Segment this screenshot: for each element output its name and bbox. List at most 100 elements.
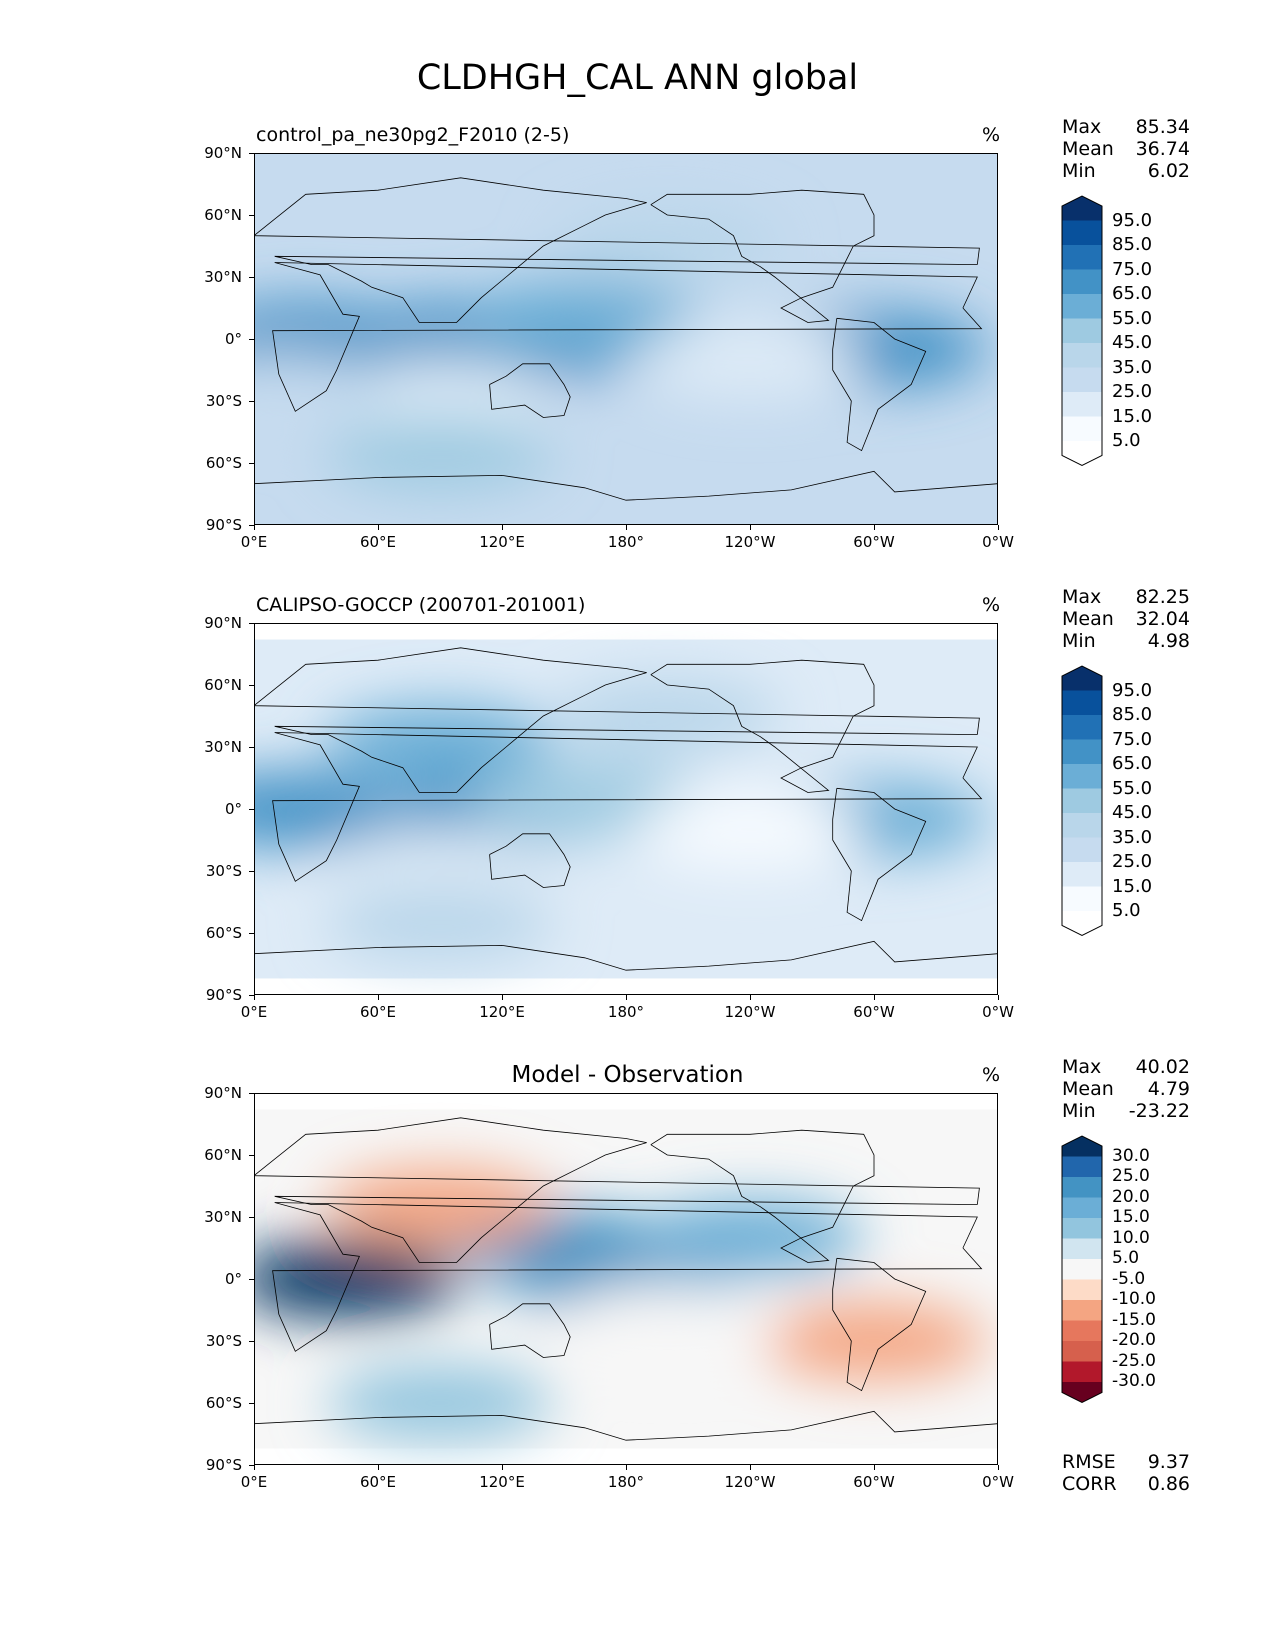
panel-title: control_pa_ne30pg2_F2010 (2-5) — [256, 124, 570, 146]
colorbar-segment — [1062, 1341, 1102, 1362]
colorbar-segment — [1062, 245, 1102, 270]
colorbar-label: 15.0 — [1112, 405, 1153, 427]
stat-max-value: 82.25 — [1135, 586, 1190, 608]
no-data-north — [254, 1093, 998, 1110]
europe-asia-outline — [254, 177, 980, 323]
north-america-outline — [650, 189, 875, 323]
x-tick-label: 180° — [607, 533, 645, 551]
figure-title: CLDHGH_CAL ANN global — [416, 58, 859, 98]
colorbar-segment — [1062, 392, 1102, 417]
australia-outline — [489, 363, 571, 418]
y-tick — [249, 401, 254, 402]
colorbar — [1060, 195, 1104, 467]
stat-max-value: 85.34 — [1135, 116, 1190, 138]
y-tick — [249, 747, 254, 748]
colorbar-label: -30.0 — [1112, 1371, 1156, 1391]
x-tick-label: 120°E — [479, 533, 525, 551]
y-tick — [249, 1155, 254, 1156]
africa-outline — [272, 262, 983, 412]
australia-outline — [489, 1303, 571, 1358]
field-region — [326, 828, 554, 905]
colorbar-label: 25.0 — [1112, 381, 1153, 402]
y-tick — [249, 1217, 254, 1218]
colorbar-label: 20.0 — [1112, 1186, 1150, 1207]
metric-corr: CORR 0.86 — [1062, 1473, 1190, 1495]
colorbar-segment — [1062, 318, 1102, 343]
colorbar-label: 25.0 — [1112, 851, 1153, 872]
colorbar-label: 35.0 — [1112, 826, 1153, 848]
x-tick-label: 120°E — [479, 1003, 525, 1021]
x-tick-label: 0°W — [982, 533, 1014, 551]
map-plot — [254, 623, 998, 995]
map-svg — [254, 623, 998, 995]
stat-mean: Mean 4.79 — [1062, 1078, 1190, 1100]
colorbar-label: 85.0 — [1112, 234, 1153, 255]
y-tick — [249, 685, 254, 686]
colorbar-label: -10.0 — [1112, 1289, 1156, 1309]
colorbar-label: 35.0 — [1112, 356, 1153, 378]
colorbar-segment — [1062, 1361, 1102, 1382]
x-tick-label: 120°E — [479, 1473, 525, 1491]
colorbar-label: 95.0 — [1112, 679, 1153, 701]
field-region — [326, 1365, 554, 1441]
stat-max: Max 40.02 — [1062, 1056, 1190, 1078]
colorbar-segment — [1062, 788, 1102, 813]
colorbar — [1060, 1135, 1104, 1404]
stat-max: Max 82.25 — [1062, 586, 1190, 608]
colorbar-segment — [1062, 1218, 1102, 1239]
x-tick — [626, 995, 627, 1000]
y-tick-label: 30°N — [204, 1208, 242, 1226]
x-tick — [626, 1465, 627, 1470]
x-tick-label: 180° — [607, 1003, 645, 1021]
y-tick-label: 90°S — [205, 986, 242, 1004]
field-region — [636, 1199, 864, 1276]
x-tick — [502, 525, 503, 530]
stat-mean-label: Mean — [1062, 1078, 1114, 1100]
y-tick-label: 60°N — [204, 206, 242, 224]
x-tick-label: 60°E — [359, 1473, 397, 1491]
map-plot — [254, 1093, 998, 1465]
field-region — [760, 1303, 988, 1379]
colorbar-outline — [1061, 665, 1103, 937]
y-tick-label: 60°S — [205, 454, 242, 472]
colorbar-segment — [1062, 1279, 1102, 1300]
colorbar-segment — [1062, 1177, 1102, 1198]
field-region — [553, 208, 781, 284]
y-tick — [249, 809, 254, 810]
stat-max-value: 40.02 — [1135, 1056, 1190, 1078]
colorbar-label: -20.0 — [1112, 1330, 1156, 1350]
x-tick — [998, 995, 999, 1000]
y-tick — [249, 933, 254, 934]
x-tick-label: 60°E — [359, 533, 397, 551]
x-tick — [254, 525, 255, 530]
stat-min-value: 6.02 — [1147, 160, 1190, 182]
stat-min: Min 6.02 — [1062, 160, 1190, 182]
colorbar-label: 95.0 — [1112, 209, 1153, 231]
colorbar-segment — [1062, 911, 1102, 936]
x-tick-label: 60°W — [853, 533, 895, 551]
x-tick-label: 0°W — [982, 1473, 1014, 1491]
x-tick-label: 120°W — [724, 533, 776, 551]
field-region — [636, 791, 864, 868]
field-region — [254, 352, 389, 429]
y-tick-label: 30°S — [205, 1332, 242, 1350]
y-tick — [249, 1093, 254, 1094]
antarctica-outline — [254, 1410, 998, 1441]
colorbar-segment — [1062, 1197, 1102, 1218]
x-tick — [874, 525, 875, 530]
colorbar-segment — [1062, 1238, 1102, 1259]
colorbar-outline — [1061, 1135, 1103, 1404]
map-plot — [254, 153, 998, 525]
map-svg — [254, 153, 998, 525]
stat-mean-label: Mean — [1062, 608, 1114, 630]
x-tick-label: 0°E — [240, 1473, 268, 1491]
y-tick — [249, 1403, 254, 1404]
stats-block: Max 85.34 Mean 36.74 Min 6.02 — [1062, 116, 1190, 182]
north-america-outline — [650, 659, 875, 793]
colorbar-label: 85.0 — [1112, 704, 1153, 725]
colorbar-label: 75.0 — [1112, 258, 1153, 280]
stat-mean-value: 4.79 — [1147, 1078, 1190, 1100]
units-label: % — [982, 594, 1001, 616]
europe-asia-outline — [254, 647, 980, 793]
field-region — [326, 1168, 554, 1245]
